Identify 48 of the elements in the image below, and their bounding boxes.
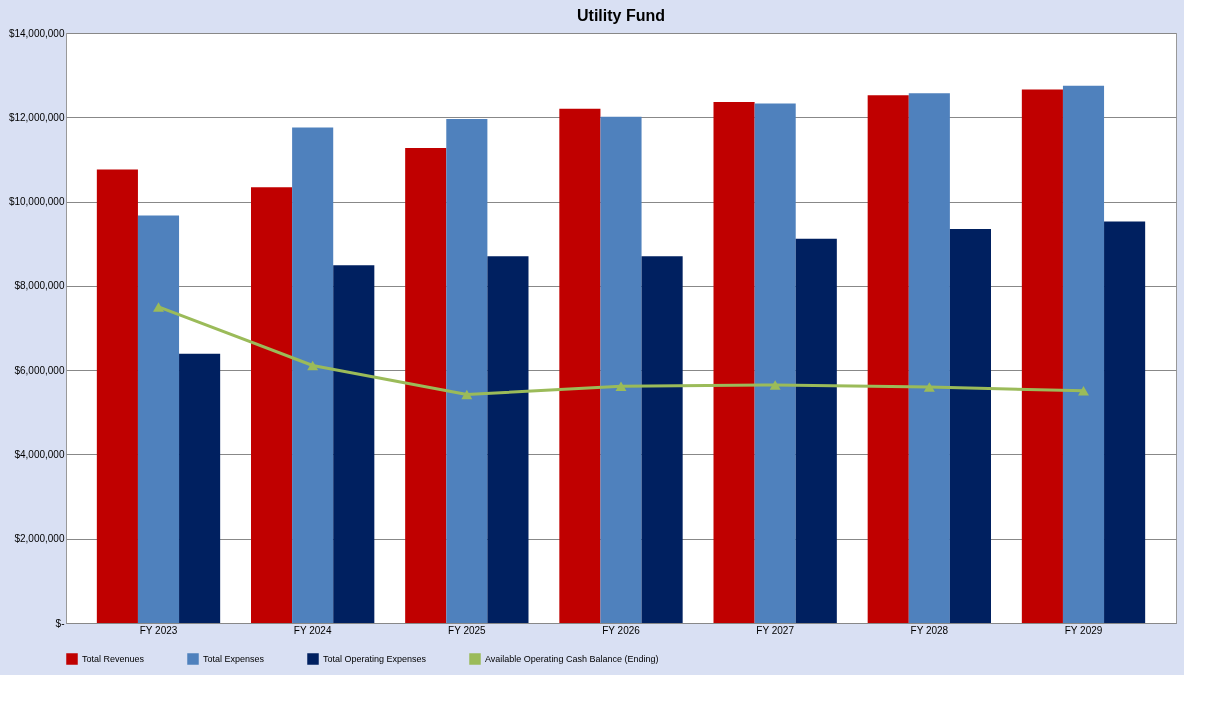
bar (754, 103, 796, 623)
x-tick-label: FY 2029 (1064, 624, 1103, 636)
x-tick-label: FY 2028 (910, 624, 949, 636)
x-tick-label: FY 2025 (448, 624, 487, 636)
y-tick-label: $4,000,000 (14, 448, 65, 460)
bar (908, 93, 950, 623)
bar (795, 238, 837, 623)
bar (446, 118, 488, 623)
x-tick-label: FY 2026 (602, 624, 641, 636)
bar (251, 187, 293, 623)
x-tick-label: FY 2023 (139, 624, 178, 636)
bar (333, 265, 375, 623)
y-tick-label: $2,000,000 (14, 533, 65, 545)
bar (559, 108, 601, 623)
legend-label: Available Operating Cash Balance (Ending) (485, 654, 659, 664)
x-tick-label: FY 2027 (756, 624, 795, 636)
y-tick-label: $14,000,000 (8, 27, 65, 39)
legend-label: Total Expenses (203, 654, 265, 664)
point (307, 360, 319, 371)
bar (487, 256, 529, 623)
bar (641, 256, 683, 623)
point (615, 381, 627, 391)
legend-label: Total Revenues (82, 654, 145, 664)
bar (600, 116, 642, 623)
chart-title: Utility Fund (577, 7, 665, 24)
bar (713, 102, 755, 623)
point (461, 389, 473, 400)
bar (867, 95, 909, 623)
bar (292, 127, 334, 623)
y-tick-label: $8,000,000 (14, 280, 65, 292)
bar (405, 148, 447, 623)
legend-label: Total Operating Expenses (323, 654, 427, 664)
point (1078, 386, 1089, 396)
y-tick-label: $12,000,000 (8, 111, 65, 123)
y-tick-label: $- (55, 617, 65, 629)
bar (1062, 85, 1105, 623)
bar (137, 215, 180, 623)
point (769, 380, 781, 390)
y-tick-label: $6,000,000 (14, 364, 65, 376)
bar (96, 169, 138, 623)
bar (1104, 221, 1146, 623)
point (153, 302, 164, 312)
x-tick-label: FY 2024 (293, 624, 332, 636)
bar (949, 228, 991, 623)
bar (1021, 89, 1063, 623)
y-tick-label: $10,000,000 (8, 196, 65, 208)
point (923, 382, 935, 392)
bar (179, 353, 221, 623)
